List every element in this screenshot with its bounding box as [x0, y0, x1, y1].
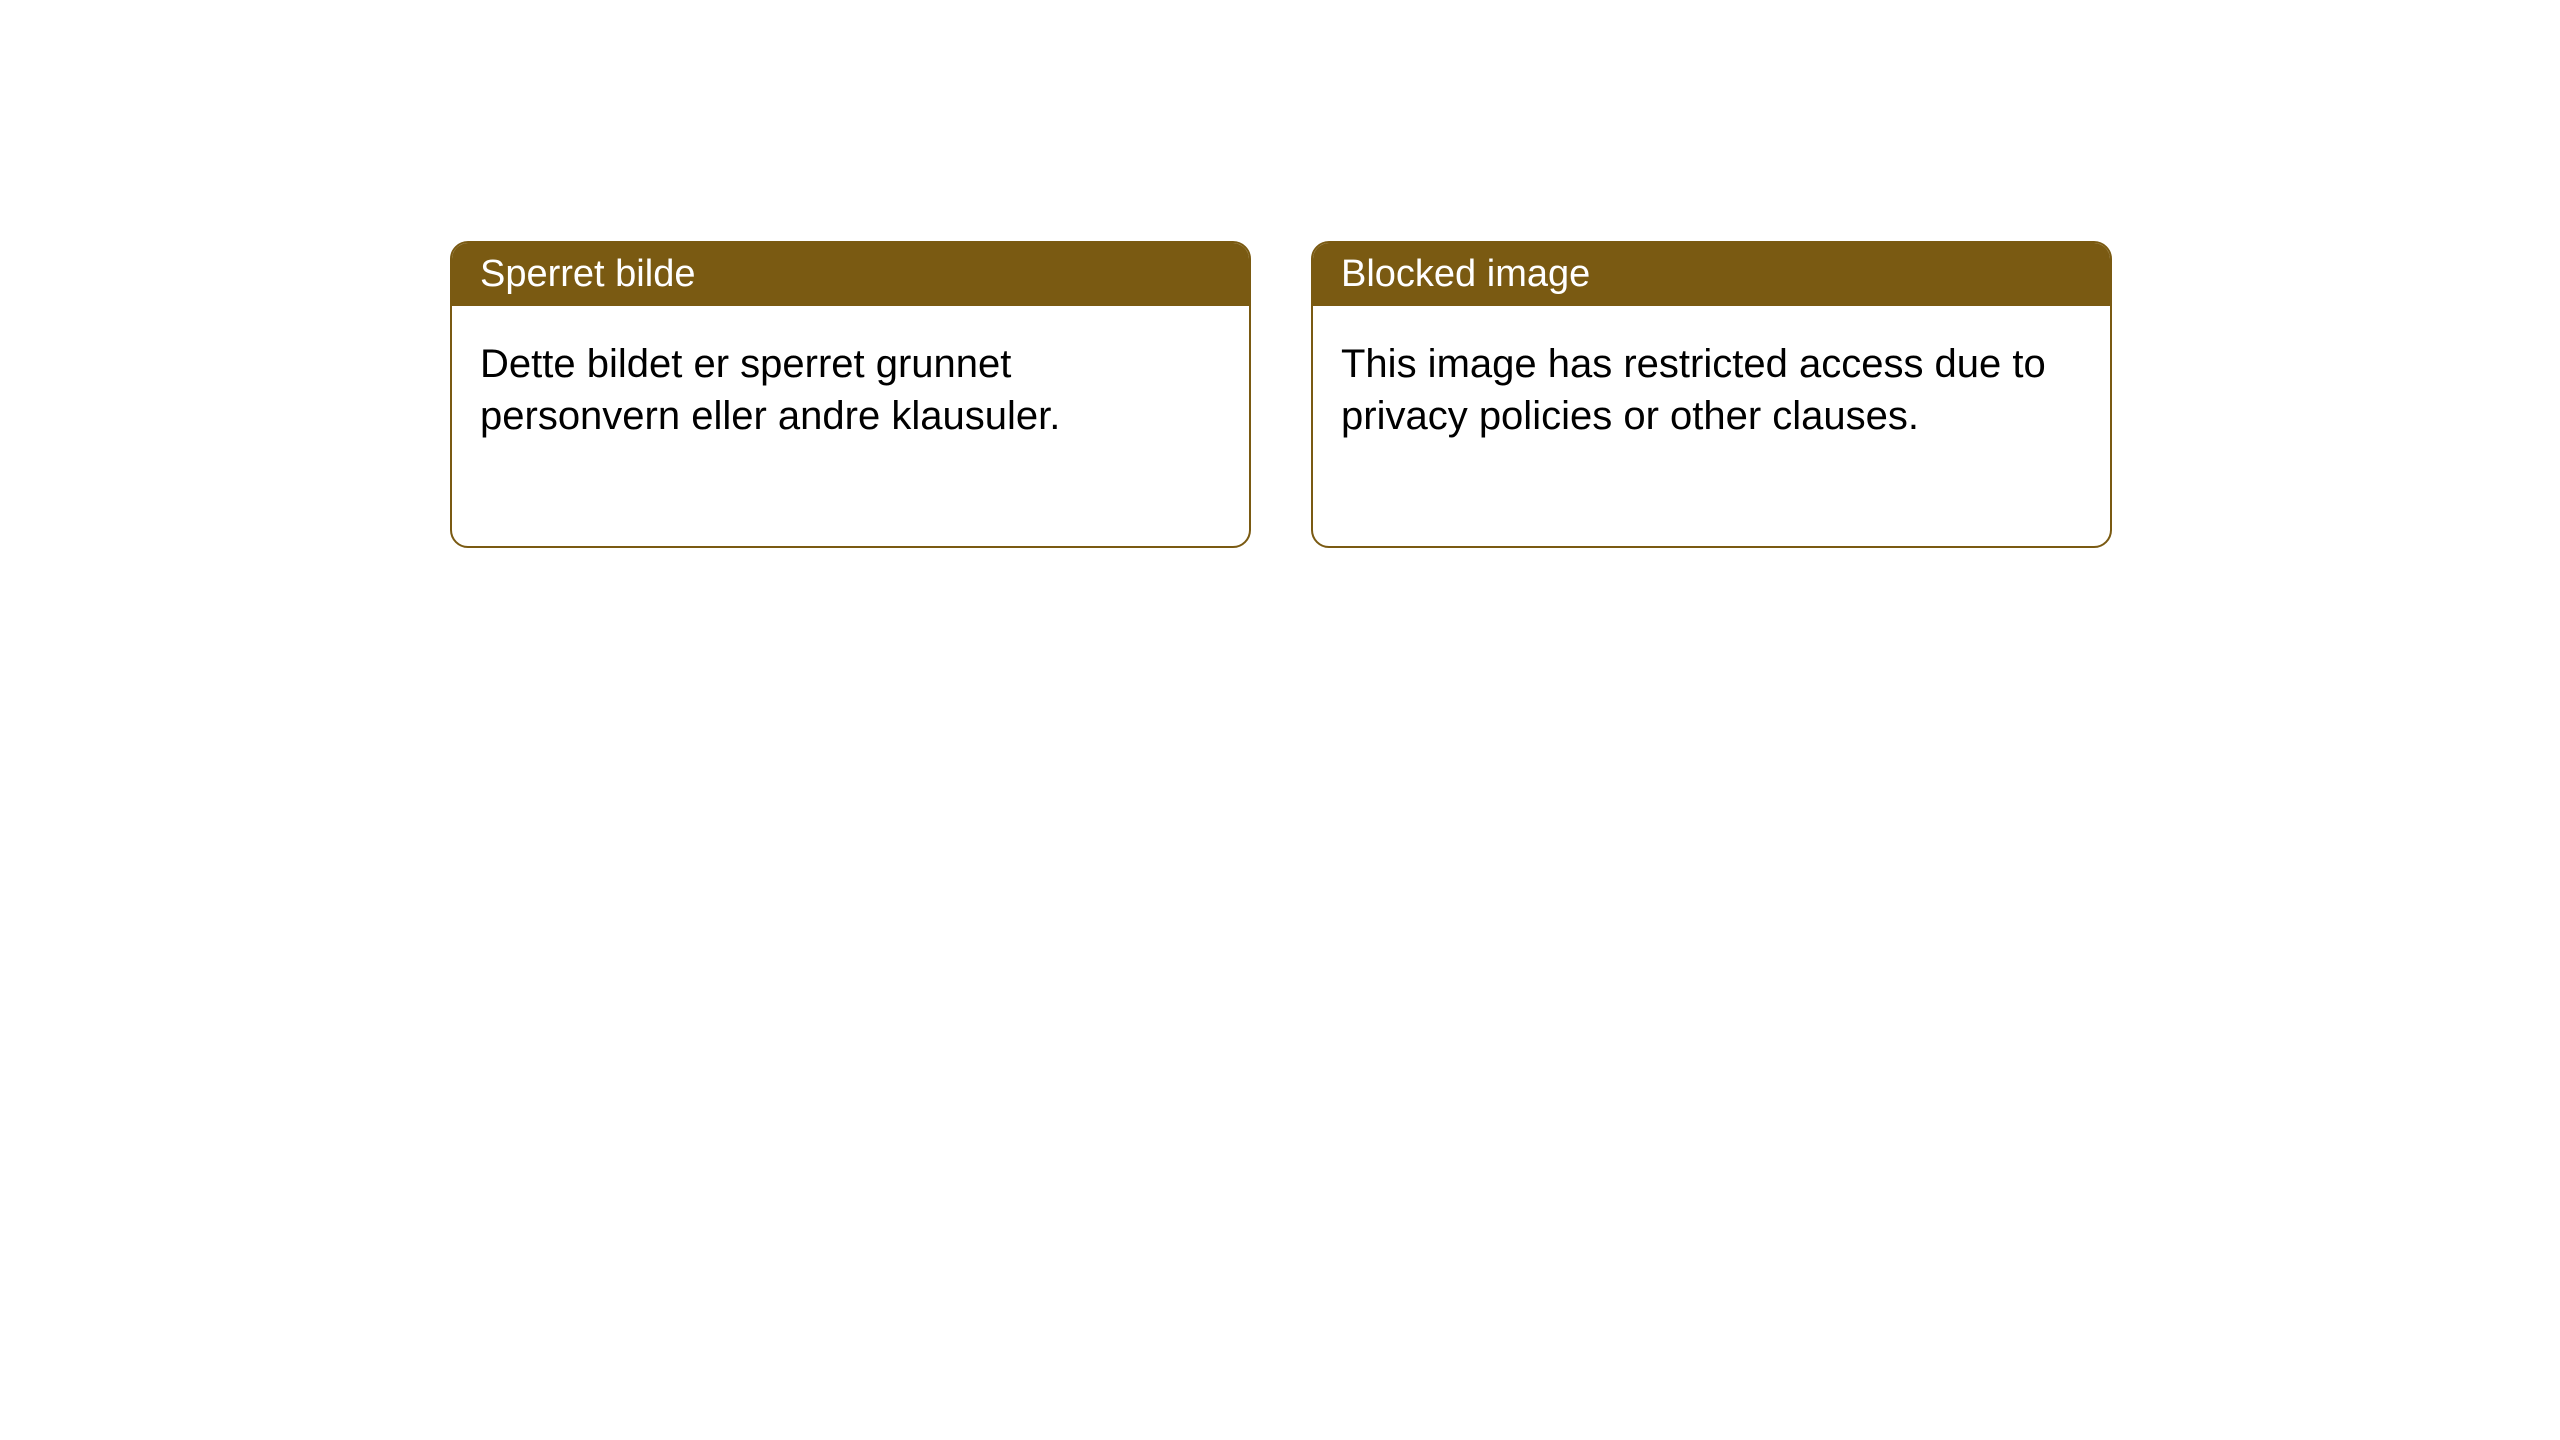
notice-body-english: This image has restricted access due to …: [1313, 306, 2110, 546]
notice-body-norwegian: Dette bildet er sperret grunnet personve…: [452, 306, 1249, 546]
notice-container: Sperret bilde Dette bildet er sperret gr…: [450, 241, 2112, 548]
notice-header-english: Blocked image: [1313, 243, 2110, 306]
notice-title-norwegian: Sperret bilde: [480, 253, 695, 295]
notice-box-norwegian: Sperret bilde Dette bildet er sperret gr…: [450, 241, 1251, 548]
notice-header-norwegian: Sperret bilde: [452, 243, 1249, 306]
notice-message-english: This image has restricted access due to …: [1341, 342, 2046, 438]
notice-message-norwegian: Dette bildet er sperret grunnet personve…: [480, 342, 1060, 438]
notice-box-english: Blocked image This image has restricted …: [1311, 241, 2112, 548]
notice-title-english: Blocked image: [1341, 253, 1590, 295]
